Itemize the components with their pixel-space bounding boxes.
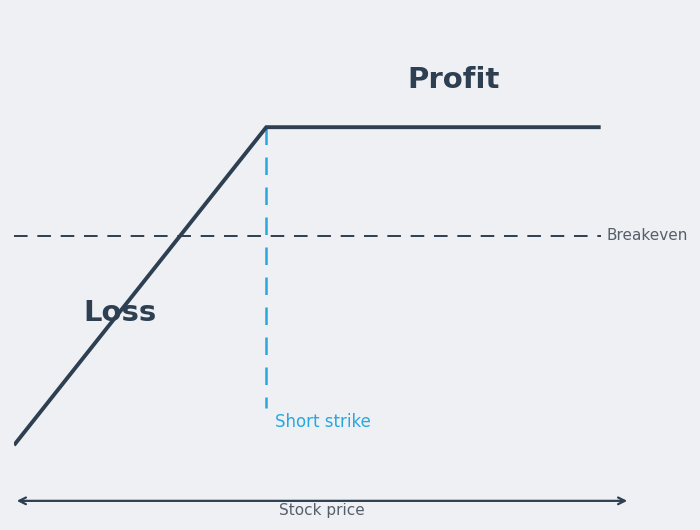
- Text: Short strike: Short strike: [275, 413, 371, 431]
- Text: Stock price: Stock price: [279, 504, 365, 518]
- Text: Loss: Loss: [83, 299, 156, 326]
- Text: Profit: Profit: [408, 66, 500, 93]
- Text: Breakeven: Breakeven: [606, 228, 688, 243]
